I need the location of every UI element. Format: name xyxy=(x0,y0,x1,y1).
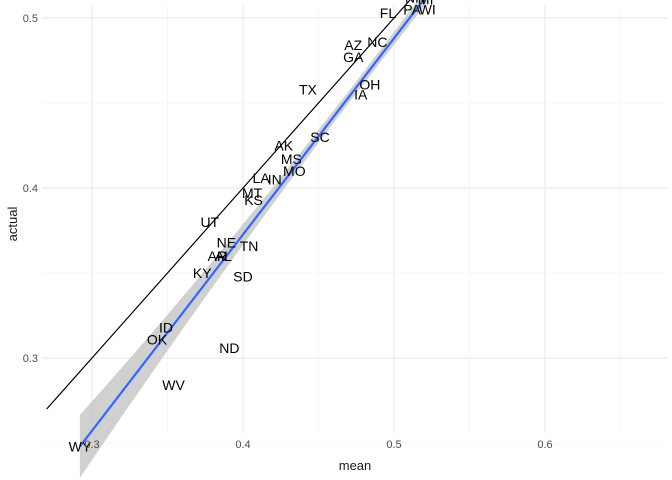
x-axis-title: mean xyxy=(339,458,372,473)
point-label-la: LA xyxy=(253,170,271,186)
point-label-nh: NH xyxy=(405,0,425,6)
point-label-wv: WV xyxy=(162,377,185,393)
identity-reference-line xyxy=(46,0,411,410)
point-label-ut: UT xyxy=(200,214,219,230)
state-label-points: HICAMAVTMDNYILWARICTNJORDENMCOVANVMEMNNH… xyxy=(69,0,436,454)
reference-line xyxy=(46,0,411,410)
point-label-fl: FL xyxy=(380,5,397,21)
point-label-tn: TN xyxy=(240,238,259,254)
confidence-band-area xyxy=(79,0,430,478)
point-label-ia: IA xyxy=(354,87,368,103)
point-label-mi: MI xyxy=(418,0,434,7)
y-tick-label: 0.5 xyxy=(23,13,38,25)
y-axis-tick-labels: 0.30.40.50.60.7 xyxy=(23,13,38,365)
point-label-wi: WI xyxy=(419,2,436,18)
x-tick-label: 0.6 xyxy=(537,439,552,451)
point-label-wy: WY xyxy=(69,438,92,454)
point-label-ar: AR xyxy=(208,248,227,264)
y-tick-label: 0.3 xyxy=(23,353,38,365)
x-tick-label: 0.3 xyxy=(84,439,99,451)
point-label-sd: SD xyxy=(233,268,252,284)
x-tick-label: 0.5 xyxy=(386,439,401,451)
point-label-sc: SC xyxy=(310,129,329,145)
fit-line xyxy=(79,0,425,448)
point-label-mt: MT xyxy=(242,185,263,201)
point-label-oh: OH xyxy=(359,76,380,92)
y-axis-title: actual xyxy=(5,207,20,242)
point-label-nd: ND xyxy=(219,340,239,356)
point-label-ms: MS xyxy=(281,151,302,167)
point-label-ne: NE xyxy=(217,234,236,250)
point-label-al: AL xyxy=(215,248,232,264)
point-label-ga: GA xyxy=(343,49,364,65)
confidence-band xyxy=(79,0,430,478)
regression-fit-line xyxy=(79,0,425,448)
x-axis-tick-labels: 0.3 0.4 0.5 0.6 xyxy=(84,439,552,451)
point-label-ok: OK xyxy=(147,331,168,347)
y-tick-label: 0.4 xyxy=(23,183,38,195)
point-label-nc: NC xyxy=(367,34,387,50)
point-label-in: IN xyxy=(268,172,282,188)
point-label-pa: PA xyxy=(403,2,421,18)
point-label-id: ID xyxy=(159,319,173,335)
point-label-mo: MO xyxy=(283,163,306,179)
point-label-ak: AK xyxy=(274,138,293,154)
minor-gridlines xyxy=(42,5,667,444)
point-label-ky: KY xyxy=(193,265,212,281)
x-tick-label: 0.4 xyxy=(235,439,250,451)
point-label-az: AZ xyxy=(344,37,362,53)
point-label-tx: TX xyxy=(299,81,318,97)
point-label-ks: KS xyxy=(244,192,263,208)
